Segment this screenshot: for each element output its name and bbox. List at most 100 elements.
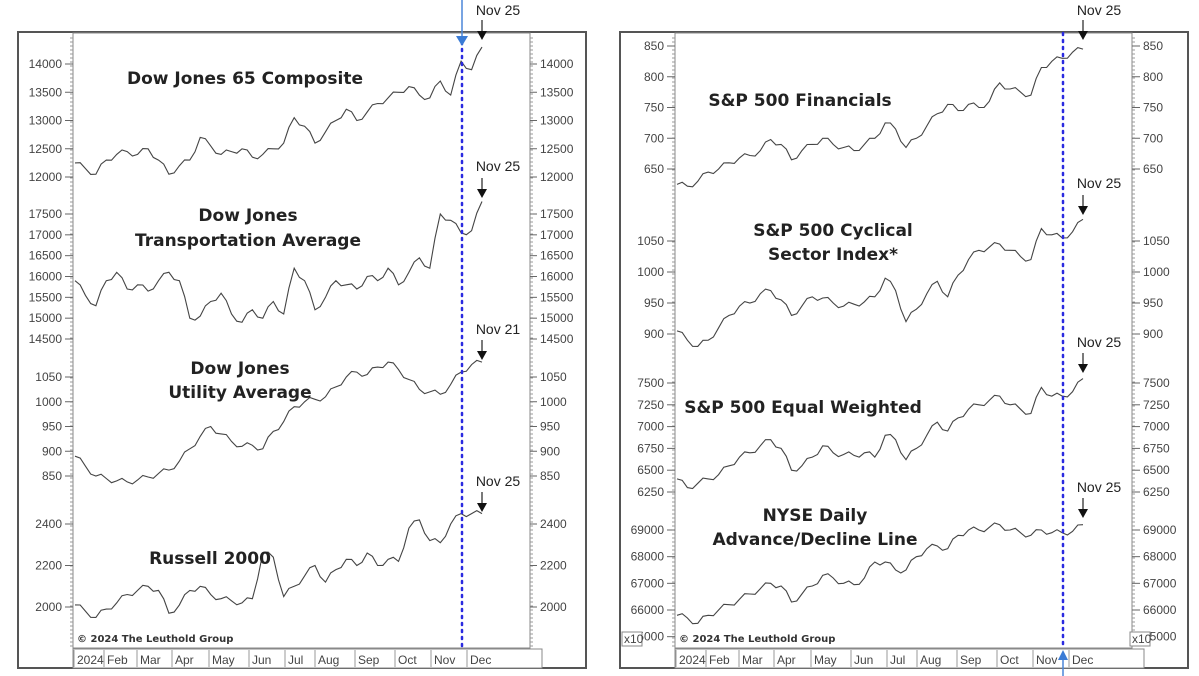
date-annotation: Nov 25 (476, 158, 521, 174)
month-label: Mar (742, 653, 763, 667)
y-axis-tick-label-left: 800 (644, 70, 664, 84)
month-label: 2024 (679, 653, 706, 667)
y-axis-tick-label-right: 700 (1143, 131, 1163, 145)
y-axis-tick-label-left: 16000 (29, 270, 63, 284)
y-axis-tick-label-right: 65000 (1143, 630, 1177, 644)
y-axis-tick-label-left: 1000 (35, 395, 62, 409)
month-label: Aug (920, 653, 941, 667)
subchart-title: Utility Average (168, 383, 311, 403)
down-arrow-icon (1078, 509, 1088, 518)
multiplier-badge-left (621, 631, 643, 647)
y-axis-tick-label-right: 1000 (540, 395, 567, 409)
y-axis-tick-label-right: 7500 (1143, 376, 1170, 390)
y-axis-tick-label-left: 69000 (631, 523, 665, 537)
subchart-title: Dow Jones (198, 206, 297, 226)
pointer-arrow-down-icon (456, 36, 468, 46)
date-annotation: Nov 21 (476, 321, 521, 337)
y-axis-tick-label-right: 12500 (540, 142, 574, 156)
plot-area-frame (674, 32, 1133, 649)
y-axis-tick-label-right: 950 (1143, 296, 1163, 310)
series-line (676, 218, 1084, 347)
y-axis-tick-label-left: 14000 (29, 57, 63, 71)
month-label: Nov (1036, 653, 1057, 667)
y-axis-tick-label-left: 13500 (29, 85, 63, 99)
y-axis-tick-label-right: 15000 (540, 311, 574, 325)
y-axis-tick-label-left: 12000 (29, 170, 63, 184)
y-axis-tick-label-right: 650 (1143, 162, 1163, 176)
multiplier-badge-right (1129, 631, 1151, 647)
subchart-title: Russell 2000 (149, 549, 271, 569)
month-label: Oct (1000, 653, 1019, 667)
series-line (676, 378, 1084, 490)
y-axis-tick-label-right: 800 (1143, 70, 1163, 84)
date-axis-row (72, 648, 543, 669)
y-axis-tick-label-right: 7000 (1143, 420, 1170, 434)
y-axis-tick-label-right: 2200 (540, 559, 567, 573)
y-axis-tick-label-right: 1050 (540, 370, 567, 384)
y-axis-tick-label-right: 2000 (540, 600, 567, 614)
month-label: Feb (107, 653, 128, 667)
y-axis-tick-label-right: 2400 (540, 517, 567, 531)
down-arrow-icon (1078, 364, 1088, 373)
y-axis-tick-label-right: 67000 (1143, 576, 1177, 590)
y-axis-tick-label-left: 13000 (29, 114, 63, 128)
y-axis-tick-label-right: 1050 (1143, 234, 1170, 248)
y-axis-tick-label-right: 16500 (540, 249, 574, 263)
down-arrow-icon (477, 351, 487, 360)
series-line (676, 522, 1084, 625)
y-axis-tick-label-left: 1000 (637, 265, 664, 279)
date-annotation: Nov 25 (476, 473, 521, 489)
y-axis-tick-label-left: 900 (644, 327, 664, 341)
right-chart-panel (619, 31, 1189, 669)
month-label: Feb (709, 653, 730, 667)
series-line (74, 46, 483, 175)
subchart-title: Transportation Average (135, 231, 361, 251)
plot-area-frame (72, 32, 531, 649)
date-axis-row (674, 648, 1145, 669)
month-label: Apr (777, 653, 796, 667)
down-arrow-icon (477, 189, 487, 198)
left-chart-panel (17, 31, 587, 669)
y-axis-tick-label-left: 14500 (29, 332, 63, 346)
y-axis-tick-label-left: 850 (644, 39, 664, 53)
date-annotation: Nov 25 (1077, 175, 1122, 191)
y-axis-tick-label-right: 850 (540, 469, 560, 483)
y-axis-tick-label-left: 950 (42, 420, 62, 434)
y-axis-tick-label-left: 6750 (637, 441, 664, 455)
month-label: Nov (434, 653, 455, 667)
subchart-title: Dow Jones (190, 359, 289, 379)
month-label: Oct (398, 653, 417, 667)
month-label: Apr (175, 653, 194, 667)
subchart-title: S&P 500 Cyclical (753, 221, 913, 241)
y-axis-tick-label-right: 750 (1143, 101, 1163, 115)
y-axis-tick-label-left: 16500 (29, 249, 63, 263)
y-axis-tick-label-left: 1050 (637, 234, 664, 248)
month-label: 2024 (77, 653, 104, 667)
y-axis-tick-label-right: 69000 (1143, 523, 1177, 537)
y-axis-tick-label-left: 7500 (637, 376, 664, 390)
y-axis-tick-label-right: 6250 (1143, 485, 1170, 499)
y-axis-tick-label-right: 13500 (540, 85, 574, 99)
y-axis-tick-label-left: 68000 (631, 550, 665, 564)
y-axis-tick-label-right: 68000 (1143, 550, 1177, 564)
month-label: Mar (140, 653, 161, 667)
series-line (676, 46, 1084, 188)
date-annotation: Nov 25 (476, 2, 521, 18)
y-axis-tick-label-right: 6500 (1143, 463, 1170, 477)
pointer-arrow-up-icon (1058, 650, 1068, 660)
y-axis-tick-label-right: 14000 (540, 57, 574, 71)
month-label: Jul (288, 653, 303, 667)
subchart-title: Dow Jones 65 Composite (127, 69, 363, 89)
y-axis-tick-label-right: 14500 (540, 332, 574, 346)
date-annotation: Nov 25 (1077, 479, 1122, 495)
y-axis-tick-label-left: 850 (42, 469, 62, 483)
y-axis-tick-label-right: 66000 (1143, 603, 1177, 617)
y-axis-tick-label-right: 12000 (540, 170, 574, 184)
multiplier-label: x10 (624, 632, 644, 646)
month-label: Sep (960, 653, 982, 667)
y-axis-tick-label-left: 1050 (35, 370, 62, 384)
y-axis-tick-label-right: 16000 (540, 270, 574, 284)
month-label: Jun (854, 653, 873, 667)
y-axis-tick-label-left: 15500 (29, 290, 63, 304)
